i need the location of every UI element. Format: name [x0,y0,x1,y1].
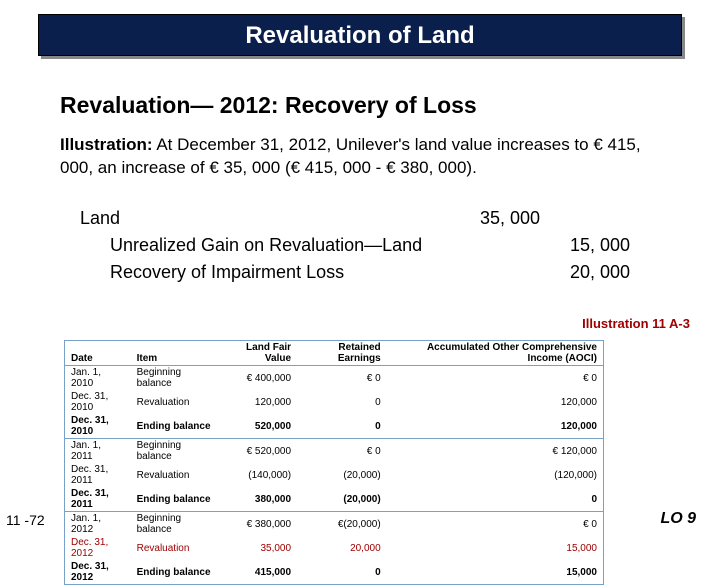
section-heading: Revaluation— 2012: Recovery of Loss [60,92,477,119]
table-cell: € 0 [297,366,387,391]
table-cell: 120,000 [387,414,603,439]
table-cell: 520,000 [218,414,297,439]
table-cell: Ending balance [131,560,219,584]
journal-line: Land 35, 000 [80,208,660,229]
table-header: Retained Earnings [297,341,387,366]
table-header: Land Fair Value [218,341,297,366]
table-row: Dec. 31, 2012Ending balance415,000015,00… [65,560,603,584]
journal-debit: 35, 000 [450,208,540,229]
illustration-label: Illustration: [60,135,153,154]
journal-credit: 20, 000 [540,262,630,283]
journal-account: Unrealized Gain on Revaluation—Land [80,235,450,256]
revaluation-table: Date Item Land Fair Value Retained Earni… [64,340,604,585]
table-cell: Dec. 31, 2012 [65,560,131,584]
table-cell: 120,000 [387,390,603,414]
table-cell: 380,000 [218,487,297,512]
table-cell: 0 [297,560,387,584]
table: Date Item Land Fair Value Retained Earni… [65,341,603,584]
table-row: Dec. 31, 2011Ending balance380,000(20,00… [65,487,603,512]
table-cell: 415,000 [218,560,297,584]
table-cell: (120,000) [387,463,603,487]
table-cell: € 380,000 [218,512,297,537]
table-cell: €(20,000) [297,512,387,537]
table-cell: Revaluation [131,390,219,414]
table-cell: 120,000 [218,390,297,414]
journal-line: Unrealized Gain on Revaluation—Land 15, … [80,235,660,256]
table-cell: Beginning balance [131,366,219,391]
table-cell: Dec. 31, 2010 [65,390,131,414]
table-cell: Beginning balance [131,439,219,464]
journal-entry: Land 35, 000 Unrealized Gain on Revaluat… [80,208,660,289]
table-cell: (140,000) [218,463,297,487]
table-row: Jan. 1, 2010Beginning balance€ 400,000€ … [65,366,603,391]
journal-account: Recovery of Impairment Loss [80,262,450,283]
illustration-reference: Illustration 11 A-3 [582,316,690,331]
table-row: Jan. 1, 2012Beginning balance€ 380,000€(… [65,512,603,537]
table-cell: (20,000) [297,487,387,512]
title-banner: Revaluation of Land [38,14,682,56]
table-row: Jan. 1, 2011Beginning balance€ 520,000€ … [65,439,603,464]
table-cell: Jan. 1, 2010 [65,366,131,391]
journal-debit [450,235,540,256]
learning-objective: LO 9 [660,510,696,528]
table-cell: € 520,000 [218,439,297,464]
table-row: Dec. 31, 2010Revaluation120,0000120,000 [65,390,603,414]
table-row: Dec. 31, 2010Ending balance520,0000120,0… [65,414,603,439]
illustration-paragraph: Illustration: At December 31, 2012, Unil… [60,134,660,180]
table-cell: € 0 [387,366,603,391]
table-cell: (20,000) [297,463,387,487]
table-cell: 0 [297,414,387,439]
table-header: Accumulated Other Comprehensive Income (… [387,341,603,366]
page-number: 11 -72 [6,512,45,528]
table-cell: 15,000 [387,560,603,584]
table-cell: Beginning balance [131,512,219,537]
table-header: Item [131,341,219,366]
table-cell: Dec. 31, 2011 [65,463,131,487]
table-cell: Jan. 1, 2011 [65,439,131,464]
table-cell: Dec. 31, 2010 [65,414,131,439]
table-header: Date [65,341,131,366]
journal-account: Land [80,208,450,229]
table-cell: Dec. 31, 2011 [65,487,131,512]
journal-credit: 15, 000 [540,235,630,256]
table-cell: Revaluation [131,463,219,487]
journal-credit [540,208,630,229]
table-cell: € 120,000 [387,439,603,464]
journal-line: Recovery of Impairment Loss 20, 000 [80,262,660,283]
table-cell: 0 [297,390,387,414]
table-cell: Jan. 1, 2012 [65,512,131,537]
table-cell: € 400,000 [218,366,297,391]
table-cell: € 0 [387,512,603,537]
journal-debit [450,262,540,283]
table-cell: € 0 [297,439,387,464]
table-cell: Ending balance [131,487,219,512]
table-header-row: Date Item Land Fair Value Retained Earni… [65,341,603,366]
table-row: Dec. 31, 2011Revaluation(140,000)(20,000… [65,463,603,487]
page-title: Revaluation of Land [39,15,681,57]
table-cell: Ending balance [131,414,219,439]
table-cell: 0 [387,487,603,512]
